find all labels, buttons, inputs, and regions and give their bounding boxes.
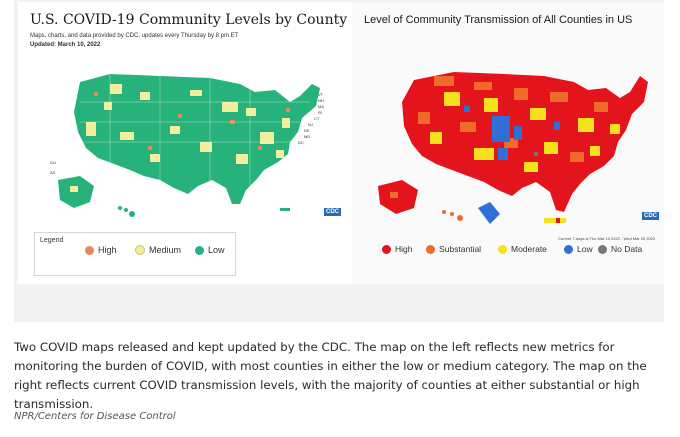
community-levels-map: VT NH MA RI CT NJ DE MD DC GU AS [50,74,324,217]
no-data-swatch [598,244,607,254]
legend-item-substantial: Substantial [426,244,481,254]
territory-label-as: AS [50,170,56,175]
state-label-de: DE [304,128,310,133]
figure-image: U.S. COVID-19 Community Levels by County… [14,0,664,322]
state-label-dc: DC [298,140,304,145]
medium-swatch [135,245,145,255]
moderate-swatch [498,244,507,254]
legend-item-high: High [85,245,117,255]
legend-label-no-data: No Data [611,244,643,254]
legend-item-medium: Medium [135,245,181,255]
left-map-updated: Updated: March 10, 2022 [30,42,101,48]
left-map-legend: Legend High Medium Low [34,232,236,276]
right-map-legend: High Substantial Moderate Low No Data [382,242,642,262]
legend-label-low-transmission: Low [577,244,593,254]
transmission-map-panel: Level of Community Transmission of All C… [352,2,664,284]
substantial-swatch [426,244,435,254]
high-transmission-swatch [382,244,391,254]
legend-item-moderate: Moderate [498,244,547,254]
left-map-subtitle: Maps, charts, and data provided by CDC, … [30,33,239,39]
state-label-nh: NH [318,98,324,103]
legend-label-high: High [98,245,117,255]
right-map-note: Current 7-days is Thu Mar 10 2022 - Wed … [558,236,656,241]
state-label-ma: MA [318,104,324,109]
left-cdc-badge: CDC [324,208,341,216]
transmission-map [378,72,648,224]
legend-item-low-transmission: Low [564,244,593,254]
image-caption: Two COVID maps released and kept updated… [14,340,647,411]
legend-title: Legend [40,237,64,244]
right-map-title: Level of Community Transmission of All C… [364,14,633,26]
left-map-title: U.S. COVID-19 Community Levels by County… [30,12,384,28]
legend-label-medium: Medium [149,245,182,255]
state-label-ct: CT [314,116,320,121]
state-label-md: MD [304,134,310,139]
legend-item-low: Low [195,245,225,255]
low-transmission-swatch [564,244,573,254]
territory-label-gu: GU [50,160,56,165]
legend-label-low: Low [208,245,225,255]
state-label-nj: NJ [308,122,313,127]
legend-item-no-data: No Data [598,244,642,254]
right-cdc-badge: CDC [642,212,659,220]
legend-item-high-transmission: High [382,244,412,254]
legend-label-substantial: Substantial [439,244,482,254]
state-label-ri: RI [318,110,322,115]
legend-label-moderate: Moderate [511,244,547,254]
low-swatch [195,245,204,255]
high-swatch [85,245,94,255]
state-label-vt: VT [318,92,324,97]
image-credit: NPR/Centers for Disease Control [14,411,176,422]
legend-label-high-transmission: High [395,244,413,254]
community-levels-map-panel: U.S. COVID-19 Community Levels by County… [18,2,383,284]
